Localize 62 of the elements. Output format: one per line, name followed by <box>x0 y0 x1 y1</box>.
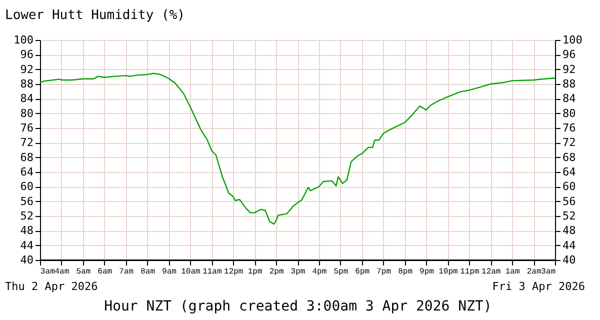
x-tick-label: 6pm <box>355 268 370 276</box>
x-tick-label: 2pm <box>269 268 284 276</box>
x-tick-label: 12am <box>482 268 501 276</box>
x-tick-label: 8am <box>140 268 156 276</box>
y2-tick-label: 52 <box>562 210 576 222</box>
x-tick-label: 3pm <box>290 268 306 276</box>
y-tick-label: 84 <box>20 92 34 106</box>
y-tick-label: 80 <box>20 106 34 120</box>
text: Fri 3 Apr 2026 <box>492 280 585 293</box>
y-tick-label: 40 <box>20 254 34 266</box>
x-tick-label: 11pm <box>460 268 480 276</box>
y2-tick-label: 68 <box>562 150 576 164</box>
x-tick-label: 8pm <box>398 268 413 276</box>
y2-tick-label: 72 <box>562 136 576 150</box>
x-tick-label: 4am <box>54 268 70 276</box>
x-tick-label: 3am <box>40 268 56 276</box>
y2-tick-label: 48 <box>562 224 576 238</box>
y-tick-label: 64 <box>20 166 34 178</box>
y2-tick-label: 64 <box>562 166 576 178</box>
y2-tick-label: 100 <box>562 34 582 46</box>
x-tick-label: 10pm <box>438 268 458 276</box>
y-tick-label: 92 <box>20 62 34 76</box>
y-tick-label: 96 <box>20 48 34 62</box>
x-tick-label: 5am <box>76 268 91 276</box>
y-tick-label: 68 <box>20 150 34 164</box>
y-tick-label: 52 <box>20 210 34 222</box>
y2-tick-label: 84 <box>562 92 576 106</box>
y2-tick-label: 60 <box>562 180 576 194</box>
x-axis-title: Hour NZT (graph created 3:00am 3 Apr 2026 NZT) <box>104 298 492 314</box>
x-tick-label: 9pm <box>420 268 434 276</box>
x-tick-label: 7am <box>119 268 134 276</box>
x-tick-label: 9am <box>162 268 177 276</box>
y-tick-label: 72 <box>20 136 34 150</box>
y2-tick-label: 88 <box>562 78 576 90</box>
y2-tick-label: 56 <box>562 194 576 208</box>
text: Thu 2 Apr 2026 <box>5 280 98 293</box>
y-tick-label: 56 <box>20 194 34 208</box>
chart-title: Lower Hutt Humidity (%) <box>5 8 186 23</box>
x-tick-label: 4pm <box>312 268 327 276</box>
y-tick-label: 88 <box>20 78 34 90</box>
y2-tick-label: 76 <box>562 122 576 134</box>
x-tick-label: 6am <box>98 268 112 276</box>
y-tick-label: 44 <box>20 238 34 252</box>
x-tick-label: 12pm <box>224 268 244 276</box>
y2-tick-label: 40 <box>562 254 576 266</box>
x-tick-label: 5pm <box>334 268 348 276</box>
x-tick-label: 3am <box>541 268 556 276</box>
line-series <box>39 72 556 225</box>
x-tick-label: 2am <box>526 268 542 276</box>
y2-tick-label: 44 <box>562 238 576 252</box>
y2-tick-label: 96 <box>562 48 576 62</box>
x-tick-label: 1am <box>505 268 520 276</box>
x-tick-label: 1pm <box>248 268 262 276</box>
x-tick-label: 10am <box>181 268 201 276</box>
y-tick-label: 100 <box>14 34 34 46</box>
x-tick-label: 7pm <box>376 268 392 276</box>
y-tick-label: 76 <box>20 122 34 134</box>
y2-tick-label: 80 <box>562 106 576 120</box>
y-tick-label: 48 <box>20 224 34 238</box>
x-tick-label: 11am <box>202 268 222 276</box>
y2-tick-label: 92 <box>562 62 576 76</box>
y-tick-label: 60 <box>20 180 34 194</box>
